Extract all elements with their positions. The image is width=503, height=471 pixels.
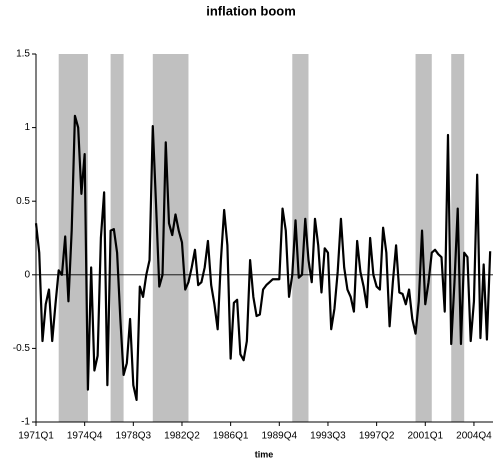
y-tick-label: -1: [21, 417, 30, 428]
x-tick-label: 1978Q3: [116, 431, 152, 442]
chart-title: inflation boom: [206, 3, 296, 18]
x-tick-label: 1986Q1: [213, 431, 249, 442]
x-tick-label: 1971Q1: [18, 431, 54, 442]
x-tick-label: 1993Q3: [310, 431, 346, 442]
shaded-band: [152, 54, 189, 422]
shaded-band: [415, 54, 432, 422]
y-tick-label: 0: [24, 269, 30, 280]
x-tick-label: 1989Q4: [262, 431, 298, 442]
x-tick-label: 2001Q1: [407, 431, 443, 442]
shaded-band: [292, 54, 309, 422]
x-axis-label: time: [255, 449, 274, 459]
y-tick-label: 0.5: [16, 196, 30, 207]
x-tick-label: 1997Q2: [359, 431, 395, 442]
x-tick-label: 1982Q2: [164, 431, 200, 442]
y-tick-label: 1: [24, 122, 30, 133]
shaded-band: [58, 54, 88, 422]
x-tick-label: 1974Q4: [67, 431, 103, 442]
x-tick-label: 2004Q4: [456, 431, 492, 442]
data-line: [34, 114, 492, 402]
y-tick-label: 1.5: [16, 49, 30, 60]
shaded-band: [110, 54, 124, 422]
y-tick-label: -0.5: [13, 343, 31, 354]
